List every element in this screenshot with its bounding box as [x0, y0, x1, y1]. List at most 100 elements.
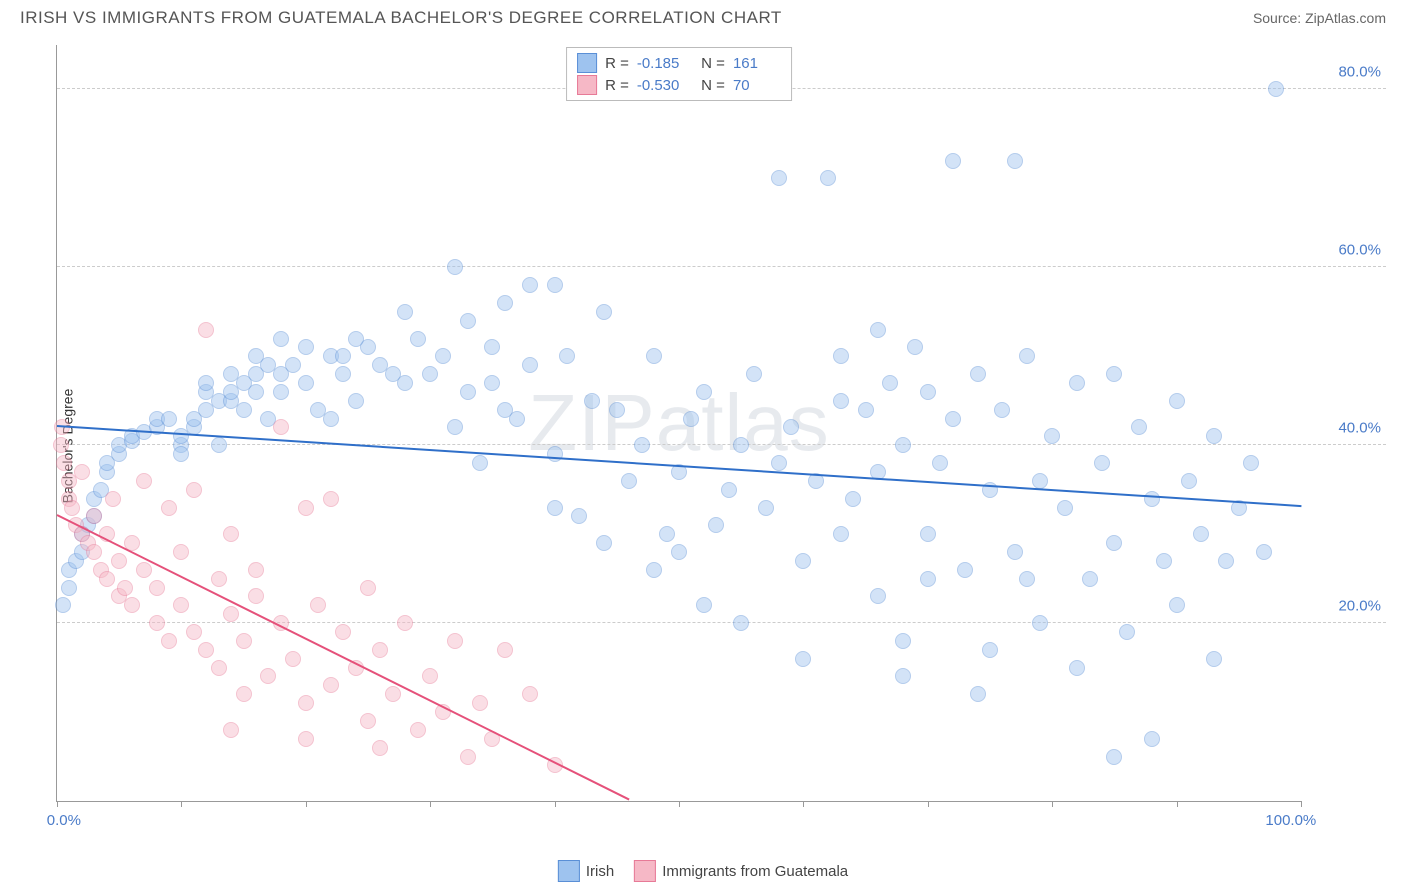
data-point — [1007, 153, 1023, 169]
data-point — [1256, 544, 1272, 560]
data-point — [484, 339, 500, 355]
data-point — [149, 580, 165, 596]
data-point — [870, 322, 886, 338]
data-point — [173, 544, 189, 560]
data-point — [783, 419, 799, 435]
data-point — [1106, 535, 1122, 551]
data-point — [932, 455, 948, 471]
legend-label: Immigrants from Guatemala — [662, 863, 848, 880]
x-tick — [555, 801, 556, 807]
data-point — [920, 571, 936, 587]
data-point — [99, 571, 115, 587]
bottom-legend: Irish Immigrants from Guatemala — [558, 860, 848, 882]
data-point — [223, 366, 239, 382]
data-point — [161, 411, 177, 427]
data-point — [298, 339, 314, 355]
data-point — [298, 731, 314, 747]
data-point — [1156, 553, 1172, 569]
legend-item: Irish — [558, 860, 614, 882]
stat-n-value: 161 — [733, 55, 781, 72]
legend-item: Immigrants from Guatemala — [634, 860, 848, 882]
data-point — [1082, 571, 1098, 587]
source-prefix: Source: — [1253, 10, 1305, 26]
data-point — [795, 553, 811, 569]
data-point — [1169, 597, 1185, 613]
data-point — [348, 331, 364, 347]
data-point — [1019, 348, 1035, 364]
x-tick — [1177, 801, 1178, 807]
data-point — [335, 366, 351, 382]
data-point — [1206, 651, 1222, 667]
data-point — [422, 366, 438, 382]
data-point — [746, 366, 762, 382]
data-point — [447, 259, 463, 275]
data-point — [348, 393, 364, 409]
stat-r-value: -0.185 — [637, 55, 685, 72]
data-point — [124, 597, 140, 613]
data-point — [472, 455, 488, 471]
data-point — [198, 375, 214, 391]
data-point — [248, 384, 264, 400]
data-point — [484, 375, 500, 391]
data-point — [472, 695, 488, 711]
data-point — [211, 437, 227, 453]
data-point — [248, 348, 264, 364]
data-point — [733, 437, 749, 453]
data-point — [460, 749, 476, 765]
stat-n-value: 70 — [733, 77, 781, 94]
series-swatch — [577, 53, 597, 73]
data-point — [248, 562, 264, 578]
data-point — [1069, 375, 1085, 391]
chart-header: IRISH VS IMMIGRANTS FROM GUATEMALA BACHE… — [0, 0, 1406, 32]
data-point — [596, 535, 612, 551]
data-point — [1032, 615, 1048, 631]
data-point — [310, 597, 326, 613]
data-point — [982, 642, 998, 658]
data-point — [820, 170, 836, 186]
trend-line — [57, 425, 1301, 507]
data-point — [285, 651, 301, 667]
data-point — [596, 304, 612, 320]
y-tick-label: 20.0% — [1338, 598, 1381, 615]
stat-n-label: N = — [693, 55, 725, 72]
data-point — [708, 517, 724, 533]
data-point — [323, 411, 339, 427]
data-point — [74, 464, 90, 480]
trend-line — [57, 514, 630, 800]
data-point — [895, 633, 911, 649]
data-point — [522, 277, 538, 293]
data-point — [223, 722, 239, 738]
data-point — [298, 375, 314, 391]
gridline — [57, 266, 1386, 267]
data-point — [285, 357, 301, 373]
data-point — [920, 384, 936, 400]
data-point — [771, 455, 787, 471]
data-point — [945, 411, 961, 427]
data-point — [970, 366, 986, 382]
data-point — [621, 473, 637, 489]
data-point — [273, 419, 289, 435]
data-point — [1044, 428, 1060, 444]
stat-r-label: R = — [605, 77, 629, 94]
data-point — [522, 686, 538, 702]
data-point — [55, 597, 71, 613]
data-point — [1268, 81, 1284, 97]
data-point — [211, 571, 227, 587]
data-point — [634, 437, 650, 453]
data-point — [198, 642, 214, 658]
data-point — [659, 526, 675, 542]
data-point — [1106, 366, 1122, 382]
data-point — [833, 393, 849, 409]
data-point — [86, 544, 102, 560]
data-point — [1169, 393, 1185, 409]
data-point — [236, 686, 252, 702]
data-point — [1069, 660, 1085, 676]
data-point — [372, 642, 388, 658]
data-point — [1181, 473, 1197, 489]
data-point — [385, 686, 401, 702]
data-point — [970, 686, 986, 702]
data-point — [907, 339, 923, 355]
chart-title: IRISH VS IMMIGRANTS FROM GUATEMALA BACHE… — [20, 8, 782, 28]
data-point — [298, 695, 314, 711]
source-link[interactable]: ZipAtlas.com — [1305, 10, 1386, 26]
